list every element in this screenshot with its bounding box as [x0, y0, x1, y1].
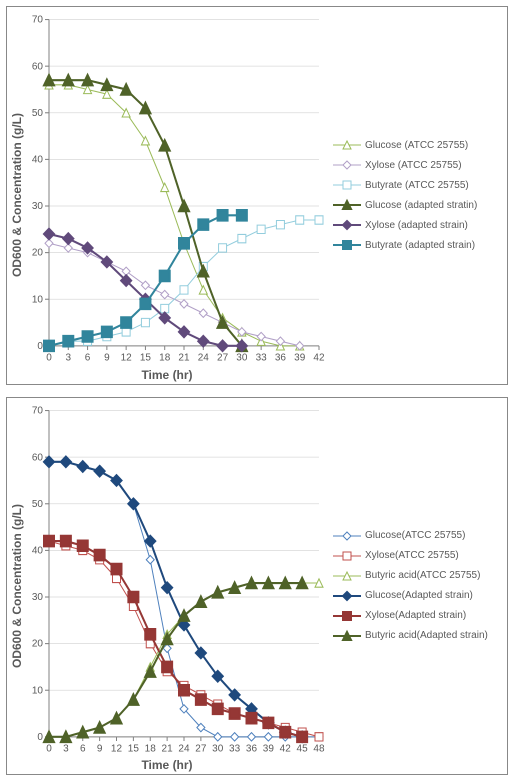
legend-label: Butyric acid(ATCC 25755) — [365, 570, 503, 581]
svg-text:40: 40 — [32, 545, 43, 556]
chart2-xlabel: Time (hr) — [141, 758, 192, 772]
svg-text:15: 15 — [140, 352, 151, 363]
svg-text:33: 33 — [229, 743, 240, 754]
svg-text:60: 60 — [32, 61, 43, 72]
legend-label: Glucose (ATCC 25755) — [365, 140, 503, 151]
chart-panel-1: 0102030405060700369121518212427303336394… — [6, 6, 508, 385]
legend-item: Xylose (ATCC 25755) — [333, 158, 503, 172]
chart1-xlabel: Time (hr) — [141, 368, 192, 382]
legend-label: Xylose(ATCC 25755) — [365, 550, 503, 561]
svg-text:20: 20 — [32, 638, 43, 649]
svg-text:6: 6 — [85, 352, 91, 363]
svg-text:24: 24 — [198, 352, 209, 363]
svg-text:12: 12 — [111, 743, 122, 754]
chart2-ylabel: OD600 & Concentration (g/L) — [10, 504, 24, 668]
chart-plot-1: 0102030405060700369121518212427303336394… — [7, 7, 327, 384]
svg-text:45: 45 — [297, 743, 308, 754]
legend-item: Glucose (adapted stratin) — [333, 198, 503, 212]
svg-text:0: 0 — [37, 731, 43, 742]
legend-item: Butyrate (adapted strain) — [333, 238, 503, 252]
svg-text:21: 21 — [162, 743, 173, 754]
svg-text:30: 30 — [32, 591, 43, 602]
svg-text:18: 18 — [145, 743, 156, 754]
legend-label: Butyrate (adapted strain) — [365, 240, 503, 251]
svg-text:30: 30 — [212, 743, 223, 754]
svg-text:36: 36 — [275, 352, 286, 363]
legend-label: Xylose (ATCC 25755) — [365, 160, 503, 171]
legend-label: Xylose(Adapted strain) — [365, 610, 503, 621]
legend-item: Xylose(ATCC 25755) — [333, 549, 503, 563]
svg-text:0: 0 — [46, 743, 52, 754]
legend-item: Xylose(Adapted strain) — [333, 609, 503, 623]
svg-text:70: 70 — [32, 15, 43, 26]
legend-item: Xylose (adapted strain) — [333, 218, 503, 232]
svg-text:40: 40 — [32, 154, 43, 165]
svg-text:3: 3 — [66, 352, 72, 363]
svg-text:10: 10 — [32, 685, 43, 696]
legend-item: Butyrate (ATCC 25755) — [333, 178, 503, 192]
svg-text:0: 0 — [37, 341, 43, 352]
legend-item: Butyric acid(ATCC 25755) — [333, 569, 503, 583]
svg-text:33: 33 — [256, 352, 267, 363]
chart1-ylabel: OD600 & Concentration (g/L) — [10, 113, 24, 277]
svg-text:39: 39 — [294, 352, 305, 363]
svg-text:70: 70 — [32, 405, 43, 416]
svg-text:39: 39 — [263, 743, 274, 754]
svg-text:48: 48 — [313, 743, 324, 754]
legend-label: Glucose (adapted stratin) — [365, 200, 503, 211]
svg-text:30: 30 — [32, 201, 43, 212]
svg-text:27: 27 — [195, 743, 206, 754]
svg-text:0: 0 — [46, 352, 52, 363]
svg-text:3: 3 — [63, 743, 69, 754]
legend-item: Glucose(Adapted strain) — [333, 589, 503, 603]
svg-text:27: 27 — [217, 352, 228, 363]
svg-text:15: 15 — [128, 743, 139, 754]
svg-text:9: 9 — [104, 352, 110, 363]
svg-text:18: 18 — [159, 352, 170, 363]
svg-text:60: 60 — [32, 452, 43, 463]
legend-item: Glucose (ATCC 25755) — [333, 138, 503, 152]
svg-text:42: 42 — [280, 743, 291, 754]
chart-panel-2: 0102030405060700369121518212427303336394… — [6, 397, 508, 776]
legend-label: Butyrate (ATCC 25755) — [365, 180, 503, 191]
legend-item: Butyric acid(Adapted strain) — [333, 629, 503, 643]
svg-text:9: 9 — [97, 743, 103, 754]
chart1-legend: Glucose (ATCC 25755) Xylose (ATCC 25755) B… — [327, 7, 507, 384]
svg-text:50: 50 — [32, 498, 43, 509]
chart2-legend: Glucose(ATCC 25755) Xylose(ATCC 25755) But… — [327, 398, 507, 775]
svg-text:24: 24 — [178, 743, 189, 754]
svg-text:21: 21 — [178, 352, 189, 363]
legend-label: Xylose (adapted strain) — [365, 220, 503, 231]
svg-text:30: 30 — [236, 352, 247, 363]
legend-item: Glucose(ATCC 25755) — [333, 529, 503, 543]
svg-text:36: 36 — [246, 743, 257, 754]
svg-text:6: 6 — [80, 743, 86, 754]
chart-plot-2: 0102030405060700369121518212427303336394… — [7, 398, 327, 775]
svg-text:10: 10 — [32, 294, 43, 305]
legend-label: Glucose(Adapted strain) — [365, 590, 503, 601]
svg-text:20: 20 — [32, 248, 43, 259]
svg-text:42: 42 — [313, 352, 324, 363]
legend-label: Butyric acid(Adapted strain) — [365, 630, 503, 641]
svg-text:12: 12 — [121, 352, 132, 363]
legend-label: Glucose(ATCC 25755) — [365, 530, 503, 541]
svg-text:50: 50 — [32, 108, 43, 119]
